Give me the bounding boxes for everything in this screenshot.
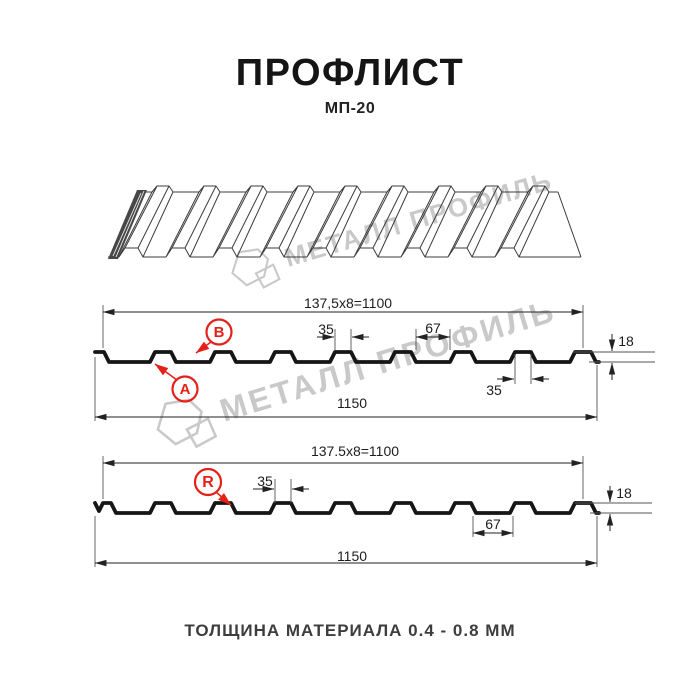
dim-height: 18 [616,485,632,501]
point-label-a: A [179,381,191,398]
dim-pitch-top: 137,5x8=1100 [303,295,393,311]
callout-circle-a [171,375,199,403]
point-label-b: B [213,324,225,341]
dimension-lines [94,459,614,567]
dim-total-width: 1150 [336,548,368,564]
callout-circle-b [205,318,233,346]
sheet-3d-view [108,185,582,259]
dim-valley-width: 67 [485,516,501,532]
watermark-brand-lower: МЕТАЛЛ ПРОФИЛЬ [142,281,564,460]
dim-valley-width: 67 [425,320,441,336]
callout-leaders [193,467,232,506]
sheet-cut-edge [108,190,147,259]
dim-crest-width: 35 [257,473,273,489]
dim-height: 18 [618,333,634,349]
dimension-lines [94,308,616,421]
callout-circle-r [193,467,223,497]
profile-r-section [93,456,652,567]
dim-rib-base: 35 [486,382,502,398]
dim-pitch-top: 137.5x8=1100 [310,443,400,459]
page-subtitle: МП-20 [324,100,376,117]
page-title: ПРОФЛИСТ [235,52,465,94]
callout-leaders [154,318,233,403]
point-label-r: R [202,474,214,491]
profile-a-section [93,305,655,421]
material-thickness-note: ТОЛЩИНА МАТЕРИАЛА 0.4 - 0.8 ММ [184,621,516,640]
metall-profil-logo-icon [156,398,218,449]
dim-crest-width: 35 [318,321,334,337]
dim-total-width: 1150 [336,395,368,411]
